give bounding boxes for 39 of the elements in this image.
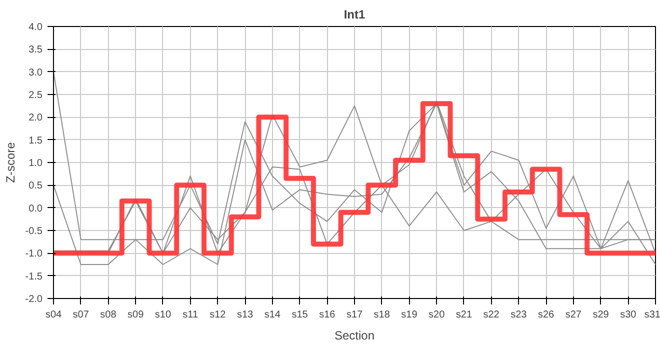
y-tick-label: 0.0 — [28, 203, 43, 214]
x-tick-label: s12 — [210, 310, 226, 320]
y-tick-label: 4.0 — [28, 22, 43, 33]
y-tick-label: -1.0 — [25, 248, 43, 260]
x-tick-label: s11 — [182, 310, 198, 320]
x-tick-label: s08 — [100, 310, 117, 320]
y-tick-label: 2.0 — [28, 112, 43, 124]
y-tick-label: -1.5 — [25, 271, 43, 282]
x-tick-label: s27 — [565, 310, 582, 320]
y-tick-label: 1.5 — [28, 135, 43, 146]
y-tick-label: 3.0 — [28, 67, 43, 78]
x-tick-label: s07 — [72, 310, 90, 320]
y-tick-label: -2.0 — [25, 294, 43, 305]
chart-title: Int1 — [344, 8, 366, 22]
x-tick-label: s31 — [644, 310, 660, 320]
x-axis-title: Section — [334, 328, 375, 342]
x-tick-label: s22 — [483, 310, 500, 320]
x-tick-label: s13 — [236, 310, 254, 320]
x-tick-label: s26 — [538, 310, 555, 320]
x-tick-label: s20 — [428, 310, 446, 320]
y-axis-title: Z-score — [3, 142, 18, 183]
x-tick-label: s15 — [292, 310, 308, 320]
y-tick-label: 0.5 — [28, 180, 43, 192]
y-tick-label: 3.5 — [28, 44, 43, 56]
y-tick-label: 1.0 — [28, 158, 43, 169]
x-tick-label: s23 — [510, 310, 528, 320]
x-tick-label: s18 — [374, 310, 390, 320]
x-tick-label: s29 — [592, 310, 610, 320]
x-tick-label: s16 — [319, 310, 336, 320]
x-tick-label: s21 — [456, 310, 472, 320]
x-tick-label: s30 — [620, 310, 637, 320]
x-tick-label: s14 — [264, 310, 281, 320]
y-tick-label: -0.5 — [25, 226, 43, 237]
y-tick-label: 2.5 — [28, 90, 43, 101]
x-tick-label: s09 — [128, 310, 144, 320]
x-tick-label: s17 — [346, 310, 363, 320]
x-tick-label: s10 — [154, 310, 172, 320]
x-tick-label: s04 — [45, 310, 62, 320]
x-tick-label: s19 — [401, 310, 418, 320]
